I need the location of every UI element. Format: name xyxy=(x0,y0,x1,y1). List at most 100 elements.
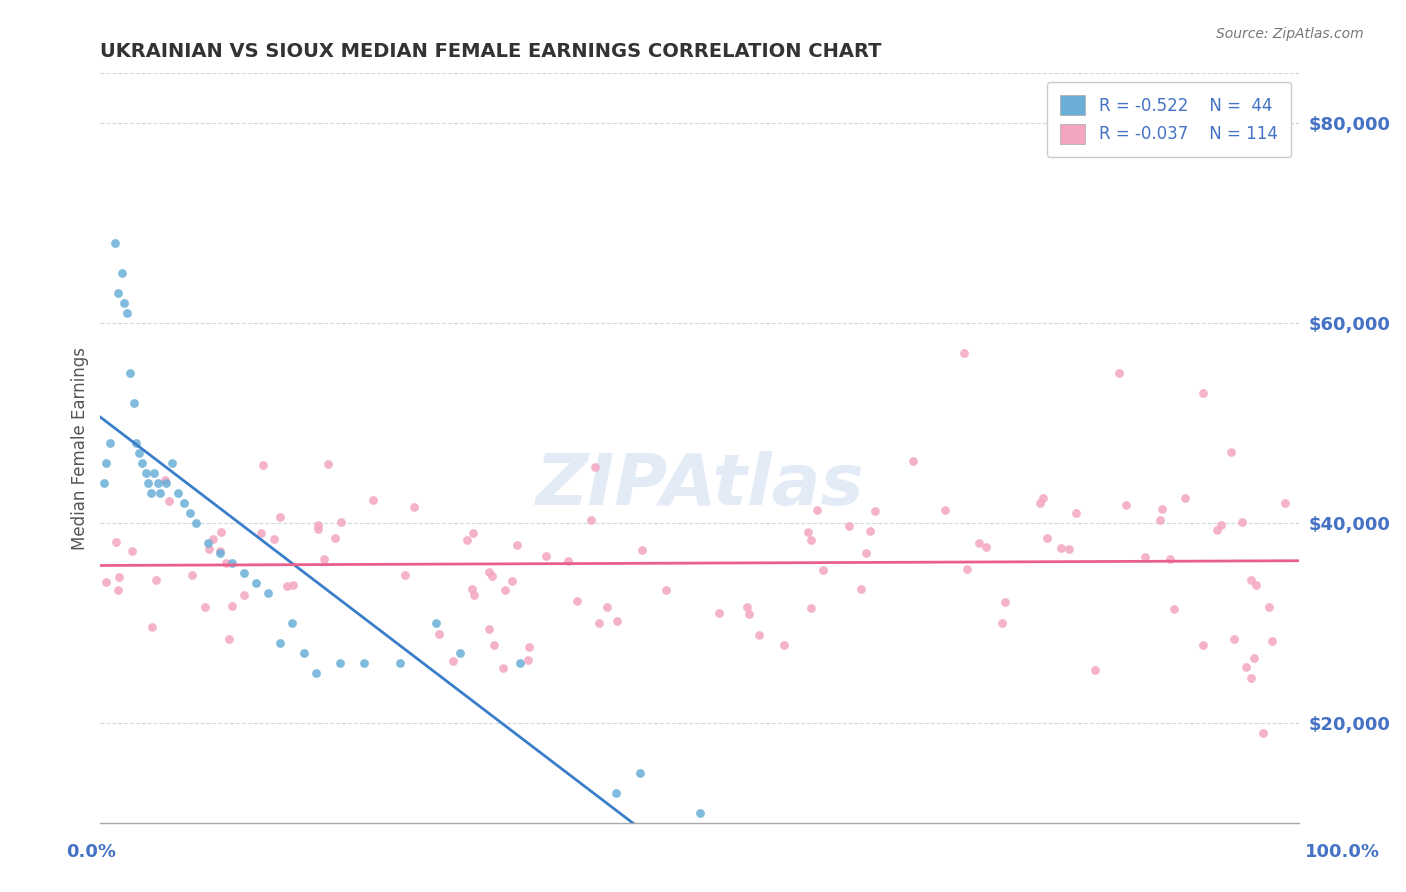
Point xyxy=(96,575,118,590)
Point xyxy=(494,583,516,598)
Point xyxy=(481,569,503,583)
Point xyxy=(596,599,619,614)
Point xyxy=(221,557,243,571)
Point xyxy=(1234,660,1257,674)
Point xyxy=(934,502,956,516)
Point xyxy=(478,622,501,636)
Point xyxy=(1108,367,1130,381)
Point xyxy=(112,296,135,310)
Point xyxy=(252,458,274,472)
Point xyxy=(197,542,219,557)
Point xyxy=(806,503,828,517)
Point xyxy=(655,583,678,598)
Point xyxy=(738,607,761,622)
Point xyxy=(173,496,195,510)
Point xyxy=(402,500,425,515)
Point xyxy=(813,563,835,577)
Point xyxy=(974,541,997,555)
Point xyxy=(855,546,877,560)
Point xyxy=(735,600,758,615)
Point xyxy=(441,655,464,669)
Point xyxy=(517,640,540,654)
Point xyxy=(606,614,628,628)
Point xyxy=(93,476,115,491)
Point xyxy=(849,582,872,597)
Point xyxy=(269,636,291,650)
Point xyxy=(146,476,169,491)
Point xyxy=(209,525,232,540)
Point xyxy=(281,578,304,592)
Point xyxy=(859,524,882,538)
Point xyxy=(994,595,1017,609)
Point xyxy=(1064,506,1087,520)
Point xyxy=(863,504,886,518)
Point xyxy=(482,639,505,653)
Point xyxy=(1084,663,1107,677)
Point xyxy=(605,787,627,801)
Point xyxy=(218,632,240,646)
Point xyxy=(233,588,256,602)
Point xyxy=(389,657,412,671)
Point xyxy=(263,532,285,546)
Point xyxy=(456,533,478,548)
Point xyxy=(509,657,531,671)
Point xyxy=(689,806,711,821)
Point xyxy=(1258,599,1281,614)
Point xyxy=(120,367,142,381)
Text: Source: ZipAtlas.com: Source: ZipAtlas.com xyxy=(1216,27,1364,41)
Point xyxy=(201,533,224,547)
Point xyxy=(329,515,352,529)
Point xyxy=(180,567,202,582)
Point xyxy=(429,627,451,641)
Point xyxy=(773,638,796,652)
Point xyxy=(276,578,298,592)
Point xyxy=(1050,541,1073,555)
Point xyxy=(800,533,823,548)
Point xyxy=(122,396,145,410)
Point xyxy=(312,551,335,566)
Point xyxy=(565,593,588,607)
Point xyxy=(139,486,162,500)
Point xyxy=(329,657,352,671)
Point xyxy=(128,446,150,460)
Point xyxy=(281,616,304,631)
Point xyxy=(96,457,118,471)
Point xyxy=(107,582,129,597)
Point xyxy=(1036,531,1059,545)
Point xyxy=(707,607,730,621)
Text: UKRAINIAN VS SIOUX MEDIAN FEMALE EARNINGS CORRELATION CHART: UKRAINIAN VS SIOUX MEDIAN FEMALE EARNING… xyxy=(100,42,882,61)
Point xyxy=(245,576,267,591)
Point xyxy=(1223,632,1246,647)
Point xyxy=(1206,524,1229,538)
Point xyxy=(131,457,153,471)
Point xyxy=(838,519,860,533)
Point xyxy=(1211,518,1233,533)
Point xyxy=(209,543,232,558)
Point xyxy=(630,543,652,558)
Point xyxy=(463,588,485,602)
Point xyxy=(1174,491,1197,505)
Point xyxy=(1115,498,1137,512)
Point xyxy=(149,486,172,500)
Point xyxy=(583,460,606,475)
Point xyxy=(1253,726,1275,740)
Point xyxy=(104,236,127,251)
Point xyxy=(155,476,177,491)
Point xyxy=(107,286,129,301)
Point xyxy=(1192,638,1215,652)
Point xyxy=(1163,602,1185,616)
Point xyxy=(478,565,501,579)
Text: 100.0%: 100.0% xyxy=(1305,843,1381,861)
Point xyxy=(257,586,280,600)
Point xyxy=(394,568,416,582)
Point xyxy=(1150,502,1173,516)
Point xyxy=(307,517,329,532)
Point xyxy=(98,436,121,450)
Point xyxy=(425,616,447,631)
Point xyxy=(145,574,167,588)
Point xyxy=(1239,672,1261,686)
Point xyxy=(107,570,129,584)
Point xyxy=(307,522,329,536)
Text: 0.0%: 0.0% xyxy=(66,843,117,861)
Point xyxy=(628,766,651,780)
